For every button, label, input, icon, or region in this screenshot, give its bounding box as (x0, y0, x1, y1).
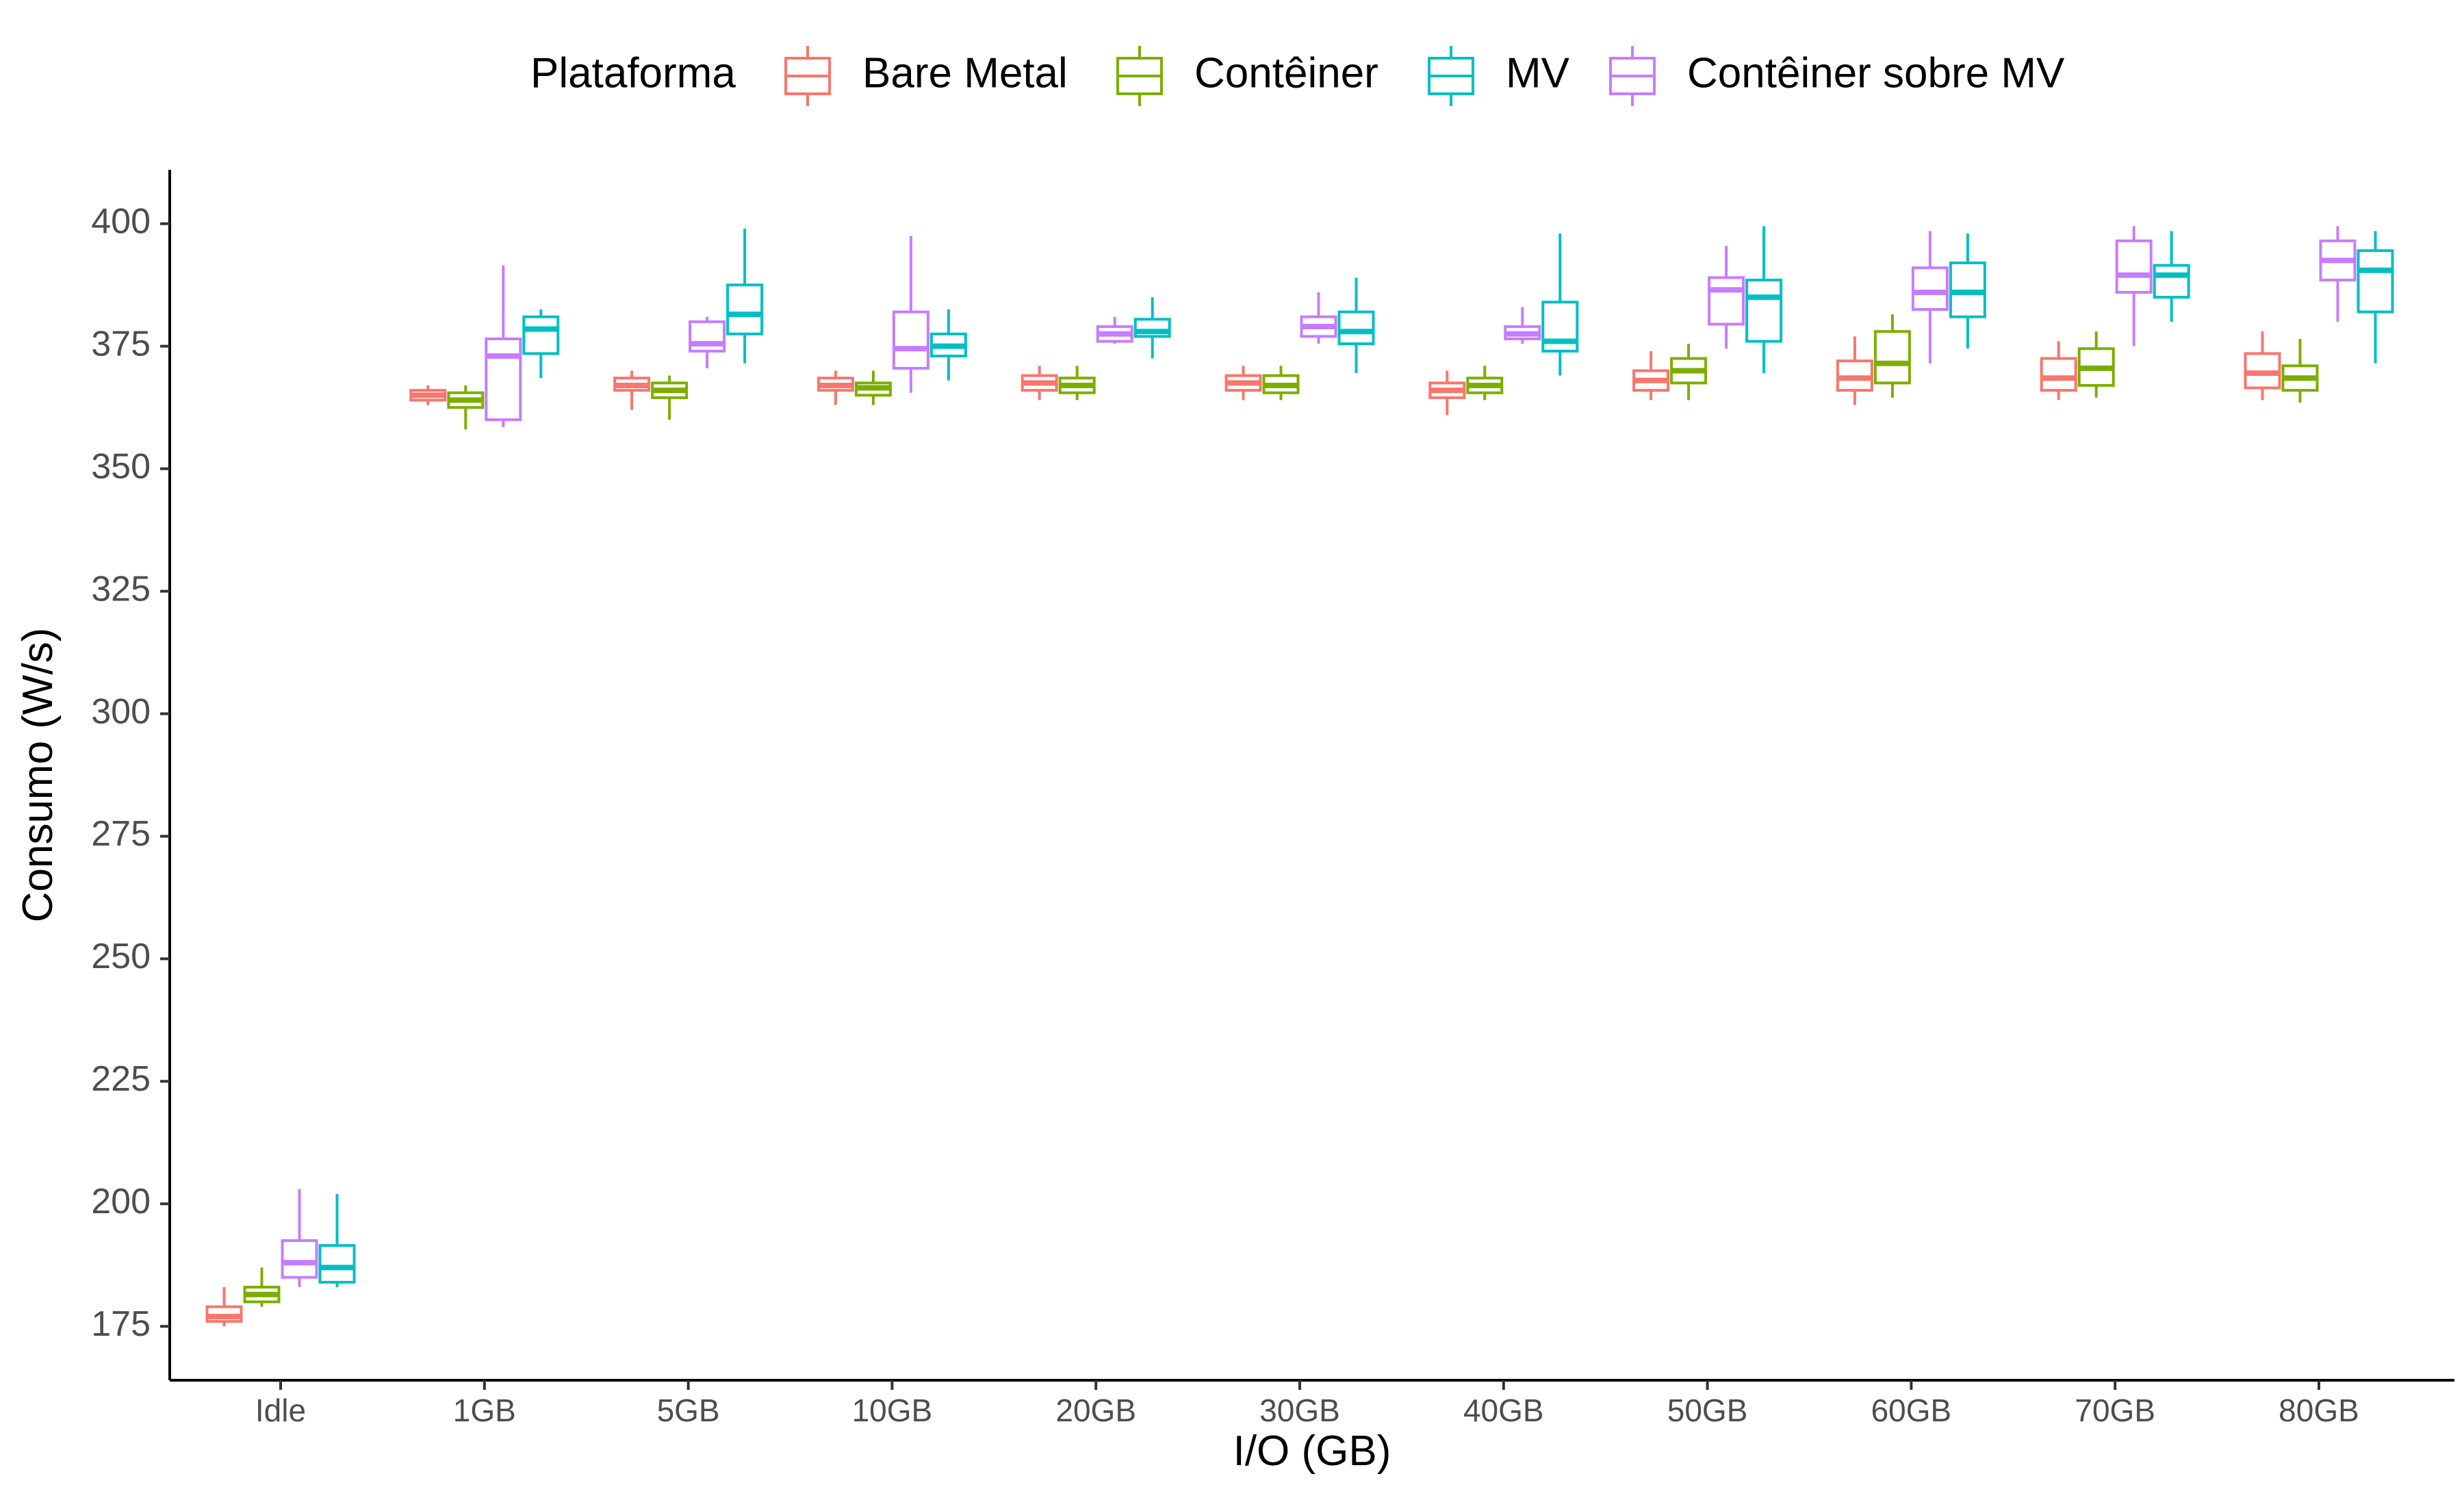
box-iqr (2040, 357, 2077, 392)
box-bare-metal (2244, 331, 2281, 401)
y-tick-label: 400 (91, 201, 151, 241)
y-axis-title: Consumo (W/s) (14, 628, 62, 923)
legend-title: Plataforma (530, 49, 736, 97)
tick-layer: 175 200 225 250 275 300 325 350 375 400 Idle 1GB 5GB… (91, 201, 2359, 1428)
box-bare-metal (1224, 366, 1262, 401)
x-tick-label: 70GB (2075, 1393, 2155, 1428)
x-tick-label: 1GB (453, 1393, 516, 1428)
x-axis-title: I/O (GB) (1233, 1427, 1391, 1475)
box-iqr (1708, 276, 1745, 326)
box-contêiner-sobre-mv (2319, 226, 2357, 322)
legend-item: Contêiner (1116, 46, 1378, 106)
box-iqr (1911, 266, 1949, 312)
box-mv (1541, 233, 1579, 376)
box-contêiner-sobre-mv (1096, 316, 1133, 344)
y-tick-label: 250 (91, 937, 151, 976)
box-mv (1133, 297, 1171, 359)
x-tick-label: Idle (255, 1393, 306, 1428)
box-contêiner (1670, 344, 1708, 401)
x-tick-label: 40GB (1463, 1393, 1544, 1428)
box-bare-metal (1632, 351, 1670, 401)
y-tick-label: 175 (91, 1304, 151, 1344)
box-contêiner-sobre-mv (485, 265, 522, 427)
legend-label: MV (1506, 49, 1570, 97)
legend-item: Contêiner sobre MV (1609, 46, 2065, 106)
box-bare-metal (409, 385, 447, 405)
box-contêiner (1262, 366, 1300, 401)
box-contêiner (854, 370, 892, 405)
box-iqr (1337, 310, 1375, 346)
y-tick-label: 325 (91, 569, 151, 609)
box-mv (1745, 226, 1783, 374)
box-iqr (281, 1239, 318, 1279)
box-bare-metal (205, 1287, 243, 1327)
box-contêiner-sobre-mv (1300, 292, 1337, 344)
x-tick-label: 5GB (657, 1393, 720, 1428)
y-tick-label: 225 (91, 1059, 151, 1099)
y-tick-label: 200 (91, 1182, 151, 1221)
legend-label: Contêiner sobre MV (1687, 49, 2065, 97)
box-iqr (522, 315, 560, 355)
boxplot-layer (205, 226, 2394, 1327)
x-tick-label: 10GB (852, 1393, 933, 1428)
box-mv (522, 309, 560, 379)
box-contêiner-sobre-mv (1504, 307, 1541, 344)
x-tick-label: 60GB (1871, 1393, 1952, 1428)
box-mv (318, 1194, 356, 1287)
box-contêiner (1873, 314, 1911, 398)
box-contêiner (1058, 366, 1096, 401)
axes: I/O (GB) Consumo (W/s) (14, 170, 2454, 1475)
box-iqr (2357, 249, 2394, 314)
box-contêiner-sobre-mv (892, 236, 929, 393)
box-iqr (726, 283, 764, 335)
box-mv (2153, 231, 2190, 322)
box-bare-metal (1836, 336, 1873, 405)
box-bare-metal (613, 370, 651, 410)
box-iqr (892, 310, 929, 370)
box-contêiner (243, 1267, 281, 1307)
legend: Plataforma Bare Metal Contêiner MV Contêine… (530, 46, 2065, 106)
box-iqr (689, 320, 726, 353)
box-iqr (318, 1244, 356, 1284)
x-tick-label: 50GB (1667, 1393, 1748, 1428)
box-bare-metal (1428, 370, 1466, 415)
box-contêiner (447, 385, 485, 430)
box-iqr (1873, 330, 1911, 385)
y-tick-label: 375 (91, 324, 151, 364)
box-contêiner-sobre-mv (2115, 226, 2153, 346)
box-iqr (485, 337, 522, 422)
box-bare-metal (1021, 366, 1058, 401)
box-iqr (2115, 239, 2153, 294)
box-iqr (2153, 264, 2190, 299)
box-contêiner (2077, 331, 2115, 398)
y-tick-label: 350 (91, 446, 151, 486)
box-contêiner-sobre-mv (1911, 231, 1949, 364)
box-contêiner-sobre-mv (1708, 245, 1745, 349)
x-tick-label: 30GB (1259, 1393, 1340, 1428)
box-iqr (1745, 279, 1783, 343)
x-tick-label: 20GB (1055, 1393, 1136, 1428)
y-tick-label: 300 (91, 691, 151, 731)
box-contêiner-sobre-mv (281, 1189, 318, 1287)
legend-item: MV (1428, 46, 1570, 106)
box-mv (2357, 231, 2394, 364)
box-mv (1337, 277, 1375, 374)
box-mv (1949, 233, 1986, 349)
y-tick-label: 275 (91, 814, 151, 854)
x-tick-label: 80GB (2279, 1393, 2359, 1428)
box-contêiner-sobre-mv (689, 316, 726, 368)
box-mv (726, 228, 764, 364)
box-mv (929, 309, 967, 381)
legend-label: Contêiner (1194, 49, 1378, 97)
legend-label: Bare Metal (862, 49, 1068, 97)
box-contêiner (651, 375, 689, 420)
box-bare-metal (817, 370, 854, 405)
legend-item: Bare Metal (784, 46, 1068, 106)
box-contêiner (2281, 338, 2319, 403)
box-contêiner (1466, 366, 1504, 401)
box-bare-metal (2040, 341, 2077, 401)
